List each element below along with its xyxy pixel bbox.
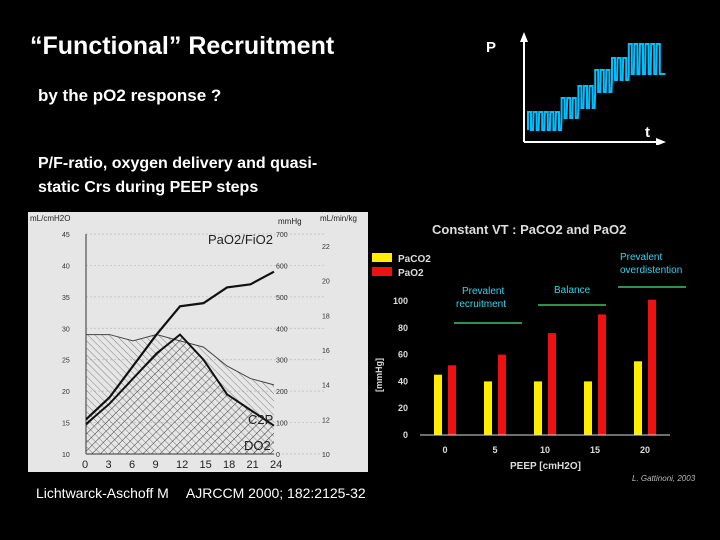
citation-ref: AJRCCM 2000; 182:2125-32 xyxy=(185,485,366,501)
right-credit: L. Gattinoni, 2003 xyxy=(632,474,696,483)
slide-title: “Functional” Recruitment xyxy=(30,32,335,60)
right-y-tick-label: 60 xyxy=(398,350,408,360)
right-tick-label: 20 xyxy=(322,279,330,286)
left-x-tick-label: 15 xyxy=(200,459,212,471)
annot-balance: Balance xyxy=(554,285,591,296)
right-ylabel: [mmHg] xyxy=(374,358,384,392)
label-c2p: C2P xyxy=(248,412,273,427)
legend-paco2-swatch xyxy=(372,253,392,262)
right-chart-title: Constant VT : PaCO2 and PaO2 xyxy=(432,222,626,237)
right-x-tick-label: 15 xyxy=(590,445,600,455)
bar-pao2 xyxy=(548,333,556,435)
right-y-tick-label: 0 xyxy=(403,430,408,440)
bar-pao2 xyxy=(648,299,656,435)
mid-tick-label: 700 xyxy=(276,232,288,239)
right-y-tick-label: 80 xyxy=(398,323,408,333)
annot-recruitment-2: recruitment xyxy=(456,299,506,310)
mid-tick-label: 400 xyxy=(276,326,288,333)
left-tick-label: 40 xyxy=(62,263,70,270)
right-x-tick-label: 20 xyxy=(640,445,650,455)
right-chart: Constant VT : PaCO2 and PaO2 PaCO2 PaO2 … xyxy=(372,222,696,483)
left-x-tick-label: 24 xyxy=(270,459,282,471)
legend-pao2-label: PaO2 xyxy=(398,268,424,279)
right-x-tick-label: 10 xyxy=(540,445,550,455)
pressure-time-diagram: P xyxy=(486,32,666,145)
left-x-tick-label: 0 xyxy=(82,459,88,471)
left-tick-label: 35 xyxy=(62,295,70,302)
left-tick-label: 25 xyxy=(62,358,70,365)
mid-tick-label: 100 xyxy=(276,421,288,428)
pressure-waveform xyxy=(527,43,666,131)
left-x-tick-label: 3 xyxy=(106,459,112,471)
left-units-mid: mmHg xyxy=(278,217,302,226)
annot-recruitment-1: Prevalent xyxy=(462,286,504,297)
t-axis-label: t xyxy=(645,124,650,141)
mid-tick-label: 0 xyxy=(276,452,280,459)
left-x-tick-label: 18 xyxy=(223,459,235,471)
bar-pao2 xyxy=(598,314,606,435)
mid-tick-label: 600 xyxy=(276,263,288,270)
left-x-tick-label: 21 xyxy=(247,459,259,471)
annot-overdistention-2: overdistention xyxy=(620,265,682,276)
bar-paco2 xyxy=(584,381,592,435)
bar-pao2 xyxy=(448,365,456,435)
right-x-tick-label: 5 xyxy=(492,445,497,455)
right-xlabel: PEEP [cmH2O] xyxy=(510,461,581,472)
p-axis-label: P xyxy=(486,39,496,56)
left-x-tick-label: 9 xyxy=(153,459,159,471)
p-axis-arrow-icon xyxy=(520,32,528,42)
bar-pao2 xyxy=(498,354,506,435)
left-tick-label: 45 xyxy=(62,232,70,239)
do2-line xyxy=(85,333,275,427)
right-tick-label: 12 xyxy=(322,417,330,424)
right-tick-label: 10 xyxy=(322,452,330,459)
right-x-tick-label: 0 xyxy=(442,445,447,455)
legend-paco2-label: PaCO2 xyxy=(398,254,431,265)
left-units-left: mL/cmH2O xyxy=(30,214,70,223)
left-x-tick-label: 6 xyxy=(129,459,135,471)
left-tick-label: 15 xyxy=(62,421,70,428)
citation: Lichtwarck-Aschoff M AJRCCM 2000; 182:21… xyxy=(36,485,380,501)
pf-line-1: P/F-ratio, oxygen delivery and quasi- xyxy=(38,155,318,172)
right-tick-label: 16 xyxy=(322,348,330,355)
pao2-fio2-line xyxy=(85,270,275,421)
citation-author: Lichtwarck-Aschoff M xyxy=(36,485,169,501)
right-tick-label: 14 xyxy=(322,383,330,390)
t-axis-arrow-icon xyxy=(656,138,666,145)
bar-paco2 xyxy=(534,381,542,435)
right-y-tick-label: 40 xyxy=(398,376,408,386)
bar-paco2 xyxy=(484,381,492,435)
label-do2: DO2 xyxy=(244,438,271,453)
pf-description: P/F-ratio, oxygen delivery and quasi- st… xyxy=(38,152,398,200)
left-x-tick-label: 12 xyxy=(176,459,188,471)
slide-subtitle: by the pO2 response ? xyxy=(38,86,222,105)
right-y-tick-label: 100 xyxy=(393,296,408,306)
bar-paco2 xyxy=(634,361,642,435)
left-tick-label: 10 xyxy=(62,452,70,459)
c2p-line xyxy=(86,334,275,386)
mid-tick-label: 300 xyxy=(276,358,288,365)
annot-overdistention-1: Prevalent xyxy=(620,252,662,263)
right-tick-label: 18 xyxy=(322,313,330,320)
right-tick-label: 22 xyxy=(322,244,330,251)
right-y-tick-label: 20 xyxy=(398,403,408,413)
left-units-right: mL/min/kg xyxy=(320,214,357,223)
left-tick-label: 20 xyxy=(62,389,70,396)
left-chart: mL/cmH2O mmHg mL/min/kg 1015202530354045… xyxy=(28,212,368,472)
do2-hatched-area xyxy=(86,334,274,454)
left-tick-label: 30 xyxy=(62,326,70,333)
bar-paco2 xyxy=(434,374,442,435)
legend-pao2-swatch xyxy=(372,267,392,276)
label-pao2-fio2: PaO2/FiO2 xyxy=(208,232,273,247)
mid-tick-label: 500 xyxy=(276,295,288,302)
pf-line-2: static Crs during PEEP steps xyxy=(38,179,259,196)
mid-tick-label: 200 xyxy=(276,389,288,396)
